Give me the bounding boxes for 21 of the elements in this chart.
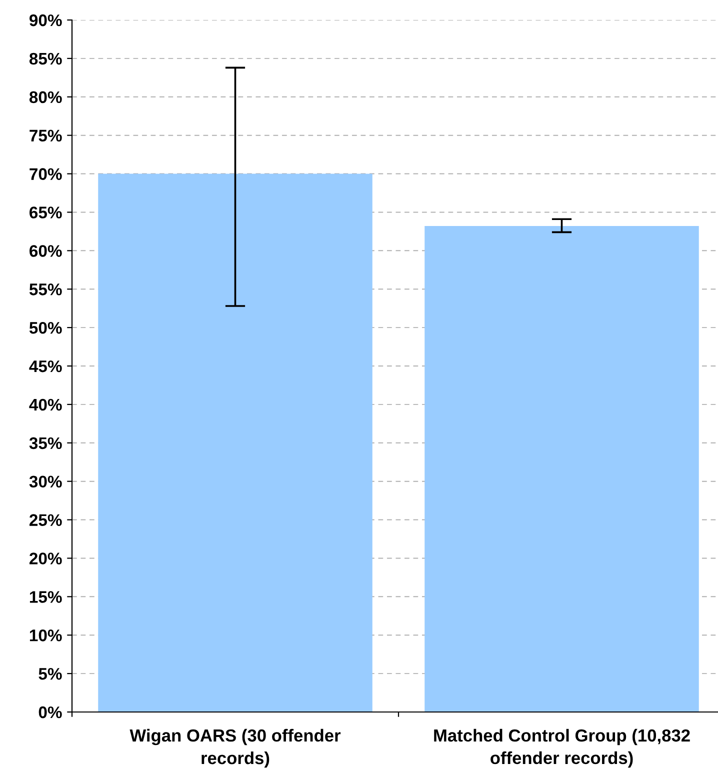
y-tick-label: 60%	[30, 245, 62, 257]
y-tick-label: 45%	[29, 360, 62, 372]
y-tick-label: 65%	[30, 206, 62, 218]
y-tick-label: 80%	[29, 91, 62, 104]
y-tick-label: 75%	[30, 130, 62, 142]
y-tick-label: 25%	[30, 514, 62, 526]
y-tick-label: 40%	[29, 398, 62, 411]
y-tick-label: 5%	[38, 668, 62, 680]
y-tick-label: 15%	[30, 591, 62, 603]
y-tick-label: 90%	[30, 14, 62, 26]
y-tick-label: 70%	[30, 168, 62, 180]
y-tick-label: 20%	[30, 552, 62, 564]
y-tick-label: 85%	[29, 52, 62, 65]
y-tick-label: 30%	[29, 476, 62, 488]
y-tick-label: 10%	[30, 630, 62, 642]
x-tick-label: Matched Control Group (10,832 offender records)	[434, 728, 690, 768]
y-tick-label: 0%	[38, 706, 62, 718]
x-tick-label: Wigan OARS (30 offender records)	[130, 728, 341, 768]
y-tick-label: 35%	[29, 437, 62, 450]
y-tick-label: 50%	[29, 322, 62, 334]
y-tick-label: 55%	[29, 284, 62, 296]
